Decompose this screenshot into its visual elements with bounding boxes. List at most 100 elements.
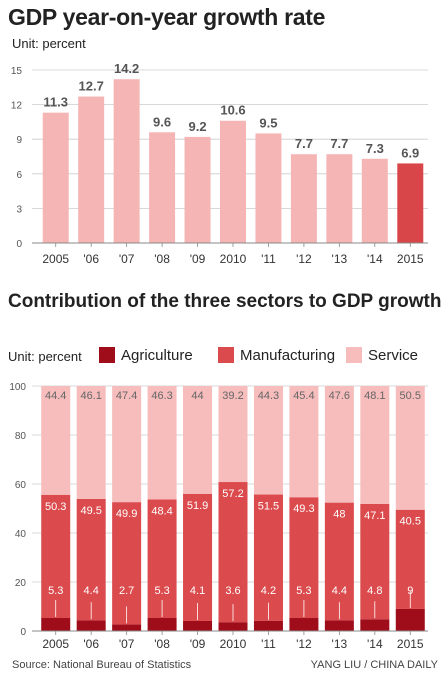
data-label-agriculture: 4.2 [261,585,276,597]
x-tick-label: '14 [367,637,383,651]
data-label-service: 50.5 [400,390,421,402]
segment-service [183,386,213,494]
data-label-agriculture: 5.3 [48,585,63,597]
bar [326,154,353,243]
data-label-agriculture: 3.6 [225,585,240,597]
segment-agriculture [253,620,283,631]
x-tick-label: 2015 [397,252,424,266]
data-label-manufacturing: 47.1 [364,510,385,522]
segment-agriculture [183,620,213,631]
bar [255,133,282,243]
growth-rate-chart: 0 3 6 9 12 15 11.3 2005 12.7 '06 14.2 '07 9.6 '08 9.2 '… [11,61,428,266]
segment-manufacturing [41,494,71,619]
data-label: 6.9 [401,145,419,160]
data-label-service: 46.1 [80,390,101,402]
segment-manufacturing [360,503,390,620]
segment-manufacturing [76,498,106,621]
x-tick-label: '09 [190,637,206,651]
x-tick-label: '06 [83,252,99,266]
segment-service [112,386,142,503]
x-tick-label: '07 [119,252,135,266]
segment-manufacturing [324,502,354,621]
x-tick-label: 2005 [42,637,69,651]
segment-agriculture [360,619,390,631]
segment-service [324,386,354,503]
y-tick-label: 12 [11,101,23,112]
data-label-service: 48.1 [364,390,385,402]
segment-agriculture [41,618,71,631]
legend-item-manufacturing: Manufacturing [218,346,335,364]
segment-agriculture [395,608,425,631]
y-tick-label: 6 [16,170,22,181]
data-label-manufacturing: 57.2 [222,488,243,500]
bar [184,136,211,243]
y-tick-label: 15 [11,66,23,77]
source-note: Source: National Bureau of Statistics [12,659,192,671]
data-label-service: 47.4 [116,390,137,402]
x-tick-label: 2010 [220,252,247,266]
data-label-manufacturing: 51.5 [258,501,279,513]
x-tick-label: '12 [296,637,312,651]
bar [290,154,317,243]
y-tick-label: 20 [15,578,27,589]
data-label: 9.6 [153,114,171,129]
data-label-manufacturing: 40.5 [400,516,421,528]
bar [220,120,246,243]
data-label-agriculture: 5.3 [154,585,169,597]
segment-agriculture [147,618,177,631]
segment-manufacturing [183,493,213,621]
bar [149,132,176,243]
bar [361,158,388,243]
contribution-chart-title: Contribution of the three sectors to GDP… [8,289,441,314]
segment-manufacturing [218,482,248,623]
data-label: 7.7 [295,136,313,151]
legend-swatch-agriculture [99,347,115,363]
y-tick-label: 0 [16,239,22,250]
data-label-agriculture: 4.4 [84,585,99,597]
data-label-service: 44.4 [45,390,66,402]
x-tick-label: 2005 [42,252,69,266]
data-label-manufacturing: 49.9 [116,508,137,520]
contribution-chart-title-text: Contribution of the three sectors to GDP… [8,291,442,312]
x-tick-label: '09 [190,252,206,266]
data-label-service: 44 [191,390,203,402]
x-tick-label: '07 [119,637,135,651]
data-label-manufacturing: 48 [333,509,345,521]
segment-service [360,386,390,504]
x-tick-label: '13 [332,252,348,266]
growth-chart-title: GDP year-on-year growth rate [8,4,326,30]
data-label-manufacturing: 48.4 [151,505,172,517]
data-label: 11.3 [43,95,68,110]
segment-manufacturing [112,502,142,625]
data-label-manufacturing: 50.3 [45,501,66,513]
legend-swatch-manufacturing [218,347,234,363]
data-label-service: 45.4 [293,390,314,402]
segment-service [253,386,283,495]
bar [397,163,424,243]
credit-note: YANG LIU / CHINA DAILY [310,659,438,671]
segment-manufacturing [147,499,177,619]
data-label: 9.5 [259,115,277,130]
segment-agriculture [324,620,354,631]
segment-service [395,386,425,510]
y-tick-label: 60 [15,480,27,491]
data-label: 7.7 [330,136,348,151]
data-label-manufacturing: 49.5 [80,505,101,517]
legend-label-service: Service [368,346,419,364]
y-tick-label: 40 [15,529,27,540]
bar [113,79,140,243]
x-tick-label: '06 [83,637,99,651]
data-label-agriculture: 5.3 [296,585,311,597]
x-tick-label: '08 [154,637,170,651]
x-tick-label: '12 [296,252,312,266]
x-tick-label: '14 [367,252,383,266]
y-tick-label: 100 [9,382,26,393]
bar [42,112,69,243]
bar [78,96,105,243]
data-label-service: 46.3 [151,390,172,402]
legend-label-agriculture: Agriculture [121,346,193,364]
legend-swatch-service [346,347,362,363]
x-tick-label: '08 [154,252,170,266]
segment-service [218,386,248,483]
